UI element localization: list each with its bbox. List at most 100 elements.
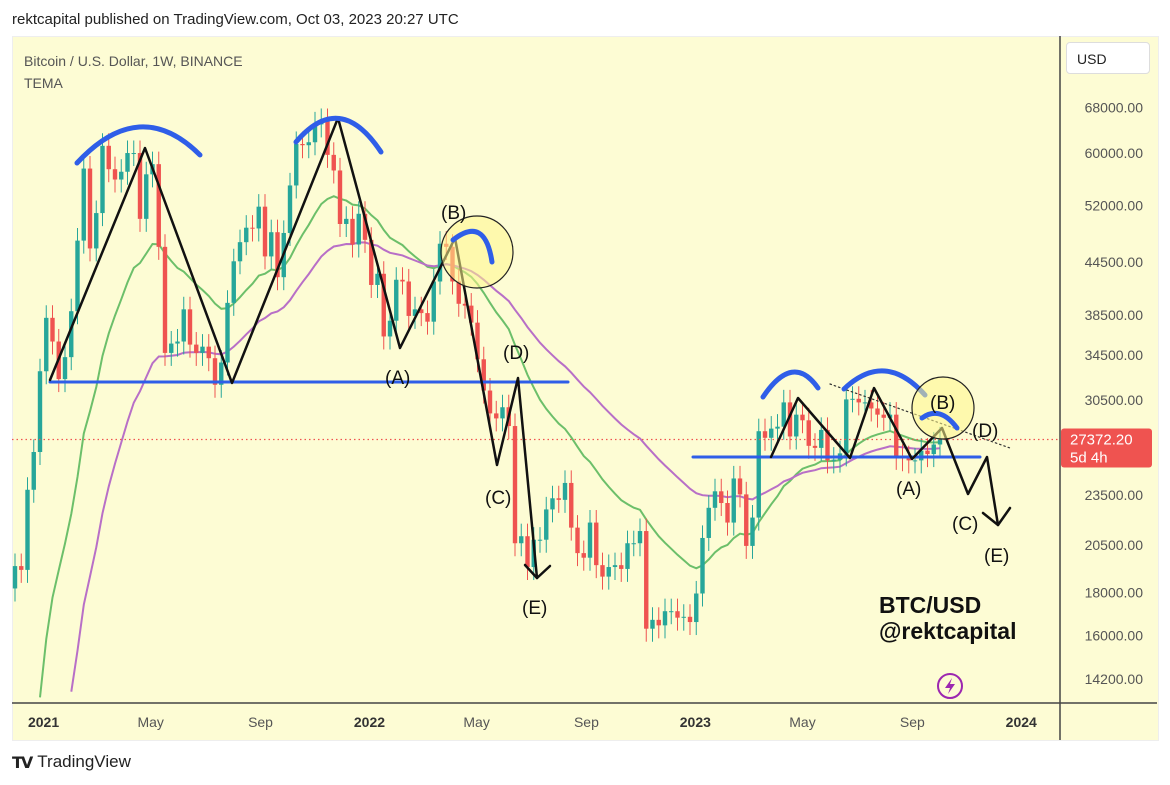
x-tick-label: May [137, 714, 163, 730]
y-axis[interactable]: 68000.00 60000.00 52000.00 44500.00 38500.00… [1085, 99, 1144, 687]
y-tick-label: 16000.00 [1085, 627, 1144, 643]
candle-body [256, 206, 261, 229]
candle-body [94, 213, 99, 249]
label-e-right: (E) [984, 546, 1009, 567]
candle-body [719, 491, 724, 504]
candle-body [137, 153, 143, 219]
candle-body [712, 491, 718, 508]
watermark-author: @rektcapital [879, 618, 1016, 644]
y-tick-label: 38500.00 [1085, 307, 1144, 323]
candle-body [462, 303, 468, 306]
candle-body [637, 531, 643, 544]
top-arc-6 [919, 410, 960, 431]
candle-body [369, 239, 374, 285]
candle-body [275, 232, 280, 278]
candle-body [737, 478, 743, 495]
candle-body [62, 357, 68, 380]
candle-body [706, 507, 711, 538]
arrow-left [523, 563, 552, 580]
candle-body [200, 346, 205, 353]
candle-body [156, 164, 161, 247]
label-d-right: (D) [972, 421, 998, 442]
candle-body [825, 429, 830, 461]
candle-body [875, 408, 880, 415]
candle-body [812, 445, 818, 448]
candle-body [81, 168, 86, 241]
candle-body [181, 309, 186, 342]
candle-body [600, 565, 605, 577]
candle-body [419, 309, 424, 314]
candle-body [694, 593, 699, 623]
candle-body [87, 168, 93, 249]
label-b-left: (B) [441, 203, 466, 224]
x-tick-label: 2024 [1006, 714, 1037, 730]
highlight-circle-left [440, 215, 514, 289]
candle-body [69, 311, 74, 358]
candle-body [475, 322, 480, 360]
tema-lines [39, 195, 941, 698]
y-tick-label: 60000.00 [1085, 145, 1144, 161]
candle-body [631, 543, 636, 545]
candle-body [394, 279, 399, 321]
x-axis[interactable]: 2021 May Sep 2022 May Sep 2023 May Sep 2024 [28, 714, 1037, 730]
candle-body [669, 611, 674, 613]
last-price: 27372.20 [1070, 431, 1133, 448]
candle-body [294, 144, 299, 186]
label-b-right: (B) [930, 393, 955, 414]
candle-body [37, 371, 43, 453]
candle-body [194, 344, 199, 353]
candle-body [381, 273, 386, 337]
candle-body [119, 171, 124, 180]
zigzag-left [48, 116, 539, 580]
tema-fast-line [39, 195, 941, 698]
footer-brand: TV TradingView [12, 752, 131, 772]
candle-body [569, 482, 574, 528]
chart-legend[interactable]: Bitcoin / U.S. Dollar, 1W, BINANCE TEMA [24, 50, 243, 94]
x-tick-label: 2023 [680, 714, 711, 730]
indicator-title: TEMA [24, 75, 63, 91]
label-a-left: (A) [385, 368, 410, 389]
candle-body [881, 414, 886, 418]
wave-labels: (A) (B) (C) (D) (E) (A) (B) (C) (D) (E) [385, 203, 1009, 619]
candle-body [831, 459, 836, 461]
candle-body [262, 206, 268, 257]
candle-body [787, 402, 793, 437]
candle-body [644, 531, 649, 629]
candle-body [806, 420, 811, 446]
candle-body [675, 611, 680, 618]
candle-body [906, 458, 911, 461]
candle-body [656, 619, 661, 626]
candle-body [162, 246, 168, 353]
candle-body [144, 174, 149, 219]
candle-body [212, 358, 218, 385]
candle-body [312, 124, 318, 143]
x-tick-label: Sep [248, 714, 273, 730]
arrow-right [981, 506, 1012, 527]
candle-body [681, 616, 686, 618]
watermark-pair: BTC/USD [879, 592, 981, 618]
candle-body [562, 482, 568, 500]
candles [12, 108, 943, 642]
symbol-title: Bitcoin / U.S. Dollar, 1W, BINANCE [24, 53, 243, 69]
candle-body [300, 144, 305, 146]
candle-body [100, 145, 105, 214]
candle-body [819, 429, 824, 448]
candle-body [44, 317, 49, 372]
candle-body [269, 232, 274, 257]
candle-body [781, 402, 786, 427]
lightning-icon[interactable] [937, 673, 963, 699]
candle-body [131, 153, 136, 155]
currency-button[interactable]: USD [1066, 42, 1150, 74]
candle-body [619, 565, 624, 569]
candle-body [762, 431, 768, 438]
candle-body [350, 218, 355, 245]
label-a-right: (A) [896, 479, 921, 500]
candle-body [387, 320, 393, 337]
candle-body [556, 498, 561, 500]
candle-body [525, 536, 530, 568]
candle-body [844, 399, 849, 454]
candle-body [112, 169, 118, 180]
candle-body [519, 536, 524, 544]
y-tick-label: 34500.00 [1085, 347, 1144, 363]
